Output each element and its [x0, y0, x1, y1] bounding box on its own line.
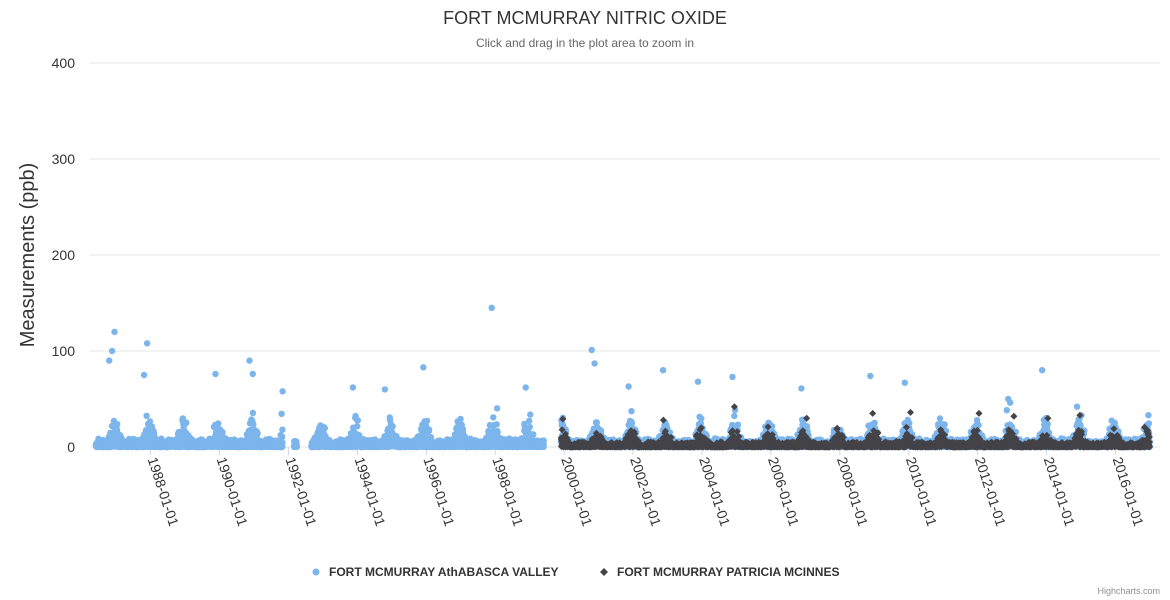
data-point: [493, 405, 501, 412]
data-point: [527, 411, 534, 418]
chart-title: FORT MCMURRAY NITRIC OXIDE: [443, 8, 727, 28]
data-point: [530, 431, 537, 438]
data-point: [279, 426, 286, 433]
data-point: [490, 414, 497, 421]
data-point: [459, 426, 467, 433]
data-point: [457, 415, 464, 423]
data-point: [354, 417, 361, 424]
y-tick-label: 400: [52, 55, 76, 71]
y-tick-label: 0: [67, 439, 75, 455]
data-point: [526, 417, 533, 425]
data-point: [526, 423, 533, 431]
data-point: [215, 420, 222, 427]
data-point: [540, 437, 547, 444]
data-point: [113, 427, 121, 434]
data-point: [278, 410, 285, 417]
y-tick-label: 300: [52, 151, 76, 167]
y-tick-label: 100: [52, 343, 76, 359]
data-point: [734, 421, 742, 428]
data-point: [146, 418, 154, 425]
data-point: [219, 429, 226, 436]
data-point: [183, 419, 190, 426]
y-axis-ticks: 0 100 200 300 400: [52, 55, 76, 455]
data-point: [389, 423, 396, 430]
data-point: [278, 433, 286, 440]
data-point: [731, 412, 738, 420]
data-point: [425, 426, 433, 433]
data-point: [293, 443, 300, 451]
y-axis-label: Measurements (ppb): [17, 163, 39, 348]
y-tick-label: 200: [52, 247, 76, 263]
data-point: [628, 419, 636, 427]
data-point: [628, 408, 635, 415]
data-point: [321, 424, 328, 432]
data-point: [279, 439, 286, 446]
data-point: [423, 417, 431, 425]
data-point: [114, 421, 121, 428]
data-point: [249, 409, 257, 417]
data-point: [493, 421, 500, 428]
chart-subtitle: Click and drag in the plot area to zoom …: [476, 36, 694, 50]
data-point: [698, 415, 705, 422]
plot-area[interactable]: [92, 304, 1154, 451]
data-point: [143, 412, 150, 419]
data-point: [354, 423, 361, 430]
data-point: [254, 430, 261, 437]
data-point: [250, 421, 257, 428]
